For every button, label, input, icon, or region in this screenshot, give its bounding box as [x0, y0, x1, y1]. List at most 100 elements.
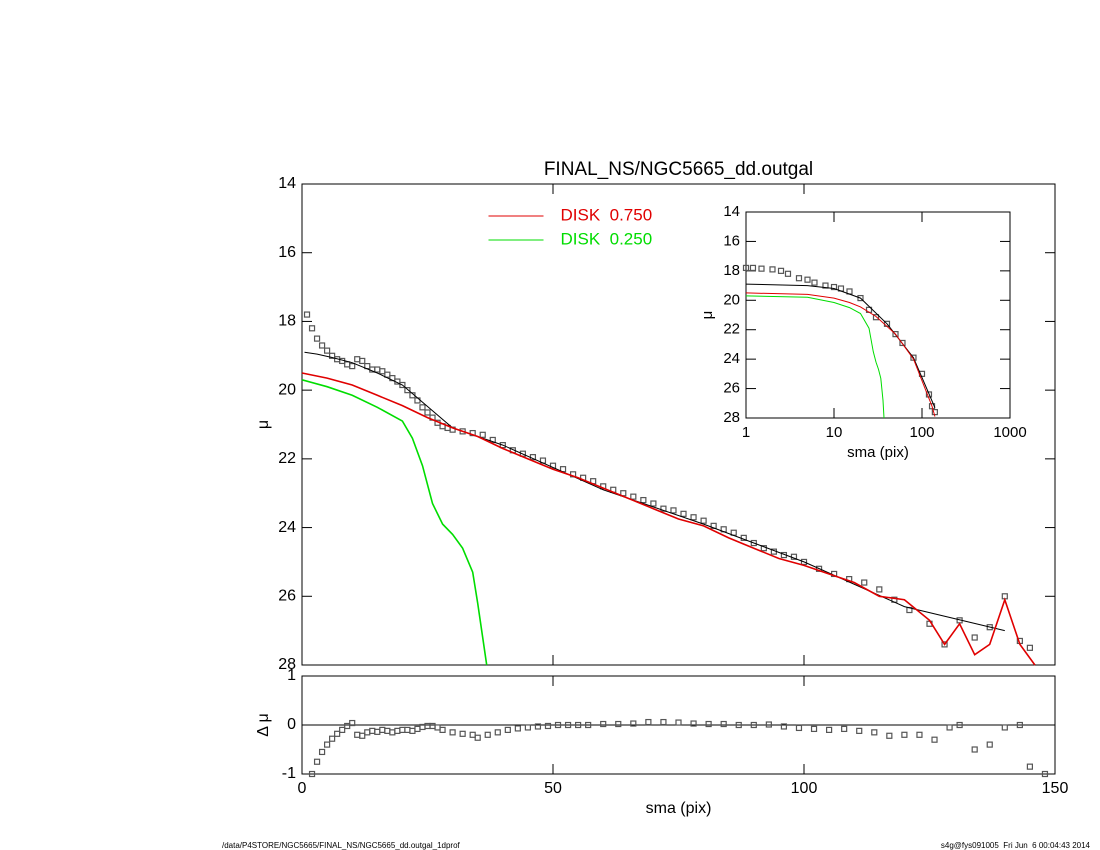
data-point	[765, 721, 772, 728]
data-point	[800, 558, 808, 566]
x-tick-label: 100	[909, 424, 934, 441]
data-point	[871, 729, 878, 736]
data-point	[354, 356, 361, 363]
y-axis-label: μ	[699, 311, 716, 320]
y-tick-label: 14	[278, 175, 296, 192]
data-point	[313, 335, 321, 342]
data-point	[449, 729, 456, 736]
data-point	[344, 361, 351, 368]
data-point	[856, 727, 863, 734]
data-point	[324, 347, 331, 354]
data-point	[574, 721, 582, 729]
data-point	[769, 266, 776, 273]
data-point	[916, 731, 923, 738]
data-point	[690, 720, 697, 727]
data-point	[318, 748, 326, 756]
data-point	[645, 718, 652, 726]
series-line	[745, 292, 936, 417]
data-point	[334, 730, 341, 737]
y-tick-label: -1	[282, 765, 296, 782]
data-point	[303, 311, 311, 318]
data-point	[439, 726, 446, 734]
data-point	[404, 726, 411, 734]
legend-label: DISK 0.250	[561, 229, 653, 248]
data-point	[374, 366, 381, 373]
y-tick-label: 24	[278, 519, 296, 536]
series-line	[301, 379, 488, 666]
data-point	[735, 721, 742, 729]
y-tick-label: 26	[723, 380, 740, 397]
data-point	[1001, 724, 1008, 731]
data-point	[524, 724, 532, 731]
data-point	[359, 732, 366, 739]
data-point	[941, 641, 948, 648]
data-point	[680, 510, 687, 517]
data-point	[489, 436, 496, 444]
y-axis-label: Δ μ	[255, 713, 272, 736]
data-point	[810, 725, 818, 733]
data-point	[329, 352, 336, 359]
data-point	[429, 722, 436, 730]
data-point	[469, 731, 476, 738]
data-point	[459, 730, 466, 737]
data-point	[434, 724, 441, 731]
data-point	[324, 741, 331, 748]
y-axis-label: μ	[255, 420, 272, 429]
data-point	[585, 721, 592, 729]
data-point	[479, 431, 486, 438]
legend-label: DISK 0.750	[561, 205, 653, 224]
y-tick-label: 14	[723, 203, 740, 220]
data-point	[1016, 721, 1023, 729]
data-point	[414, 397, 421, 404]
x-tick-label: 100	[791, 780, 818, 797]
data-point	[484, 731, 491, 738]
data-point	[660, 505, 667, 512]
data-point	[986, 741, 993, 748]
data-point	[419, 404, 426, 411]
data-point	[349, 362, 356, 370]
data-point	[822, 282, 829, 289]
data-point	[700, 517, 707, 524]
data-point	[389, 729, 396, 736]
data-point	[474, 734, 481, 741]
data-point	[329, 735, 336, 742]
data-point	[564, 721, 572, 729]
data-point	[630, 493, 637, 500]
data-point	[318, 342, 326, 349]
data-point	[749, 264, 757, 272]
data-point	[384, 727, 391, 734]
data-point	[750, 539, 757, 547]
data-point	[956, 721, 963, 729]
data-point	[675, 719, 682, 726]
data-point	[705, 720, 712, 728]
data-point	[886, 732, 893, 739]
data-point	[364, 729, 371, 736]
data-point	[404, 387, 411, 394]
x-tick-label: 1000	[993, 424, 1026, 441]
data-point	[872, 314, 880, 321]
data-point	[534, 723, 542, 730]
y-tick-label: 28	[723, 409, 740, 426]
data-point	[308, 770, 316, 778]
y-tick-label: 16	[278, 244, 296, 261]
y-tick-label: 24	[723, 350, 740, 367]
y-tick-label: 26	[278, 588, 296, 605]
data-point	[811, 279, 818, 286]
x-tick-label: 0	[298, 780, 307, 797]
data-point	[971, 746, 978, 753]
data-point	[720, 720, 727, 728]
data-point	[354, 731, 361, 738]
data-point	[650, 500, 657, 507]
data-point	[780, 723, 788, 730]
data-point	[1041, 770, 1049, 778]
data-point	[379, 726, 386, 734]
x-tick-label: 1	[742, 424, 750, 441]
y-tick-label: 18	[723, 262, 740, 279]
data-point	[804, 276, 811, 283]
data-point	[384, 371, 391, 378]
data-point	[313, 758, 321, 765]
footer-stamp: s4g@fys091005 Fri Jun 6 00:04:43 2014	[941, 841, 1091, 850]
data-point	[359, 357, 366, 365]
y-tick-label: 22	[278, 450, 296, 467]
data-point	[399, 381, 406, 389]
